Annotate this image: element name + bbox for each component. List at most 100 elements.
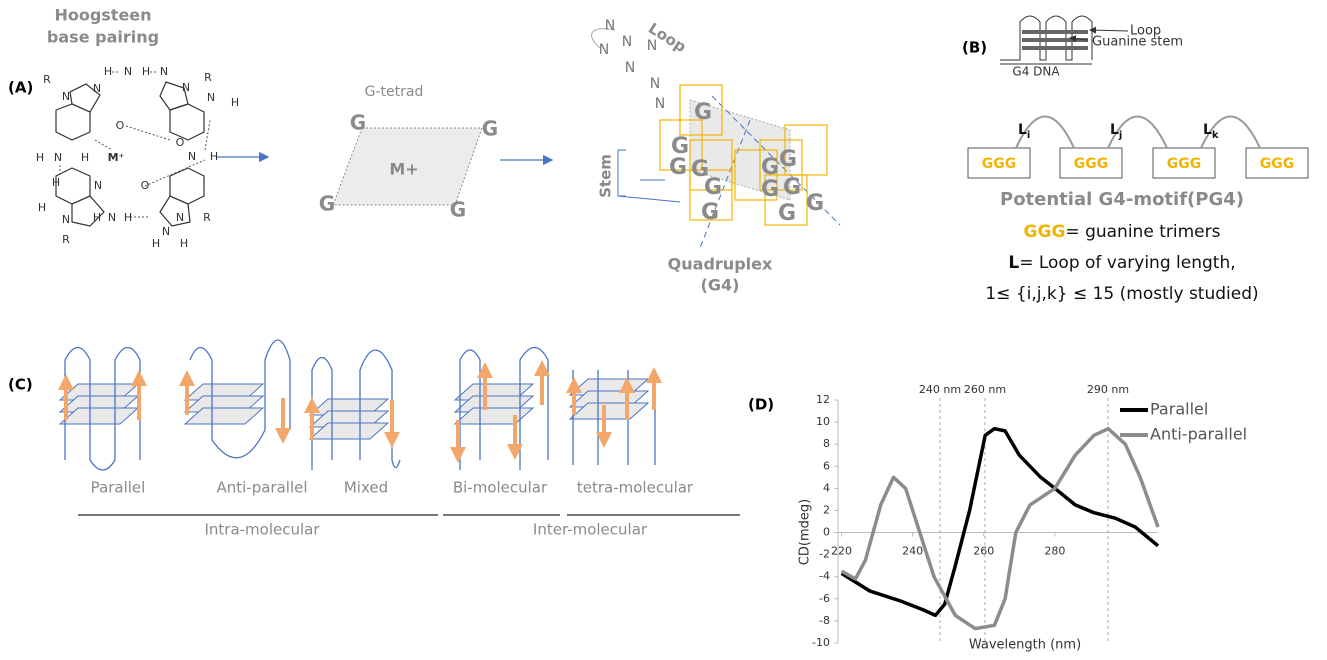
motif-box [1152, 147, 1216, 179]
atom-label: O [141, 179, 150, 192]
group-label: Intra-molecular [204, 521, 320, 539]
atom-label: N [93, 82, 101, 95]
legend-loop: L= Loop of varying length, [1008, 253, 1235, 273]
stem-bar [1022, 30, 1088, 34]
atom-label: H [124, 211, 132, 224]
motif-box [967, 147, 1031, 179]
atom-label: H [104, 65, 112, 78]
atom-label: H [152, 237, 160, 250]
loop-caption: Loop [1130, 24, 1161, 39]
y-tick-label: -6 [819, 592, 830, 605]
guanine-box [689, 139, 733, 191]
atom-label: H [52, 176, 60, 189]
atom-label: M⁺ [108, 151, 125, 164]
stack-guanine: G [783, 175, 801, 200]
strand [1000, 15, 1093, 61]
tetrad-plane [332, 127, 483, 206]
axis-line [711, 95, 841, 226]
atom-label: N [176, 211, 184, 224]
ring [169, 103, 205, 141]
y-tick-label: 12 [816, 393, 830, 406]
stack-guanine: G [806, 191, 824, 216]
ring [159, 195, 191, 227]
guanine-box [734, 149, 778, 201]
atom-label: N [188, 150, 196, 163]
atom-label: O [176, 136, 185, 149]
atom-label: H [180, 237, 188, 250]
atom-label: N [160, 65, 168, 78]
atom-label: H [93, 211, 101, 224]
stem-bar [1022, 46, 1088, 50]
stem-bar [1022, 38, 1088, 42]
stem-label: Stem [597, 154, 615, 198]
y-tick-label: -2 [819, 548, 830, 561]
guanine-box [679, 84, 723, 136]
atom-label: N [62, 90, 70, 103]
ring [69, 83, 101, 113]
panel-label: (C) [8, 376, 33, 394]
tetrad-stack [59, 383, 139, 425]
guanine-box [759, 139, 803, 191]
x-tick-label: 220 [831, 545, 852, 558]
atom-label: N [62, 213, 70, 226]
pointer [1089, 26, 1129, 34]
loop-arc [1107, 115, 1168, 149]
tetrad-title: G-tetrad [365, 84, 424, 100]
range-note: 1≤ {i,j,k} ≤ 15 (mostly studied) [985, 284, 1258, 304]
legend-label: Parallel [1150, 400, 1208, 419]
y-axis-title: CD(mdeg) [798, 499, 813, 565]
atom-label: H [142, 65, 150, 78]
legend-text: = guanine trimers [1065, 222, 1220, 242]
strand [189, 339, 291, 459]
loop-base: N [622, 34, 632, 50]
axis-line [699, 119, 751, 249]
atom-label: N [207, 91, 215, 104]
loop-base: N [647, 38, 657, 54]
topology-label: tetra-molecular [577, 479, 694, 497]
y-tick-label: -8 [819, 614, 830, 627]
loop-index: k [1212, 130, 1219, 141]
loop-letter: L [1110, 122, 1119, 138]
pointer [1069, 35, 1089, 43]
loop-line [591, 28, 616, 49]
legend-label: Anti-parallel [1150, 425, 1247, 444]
stack-guanine: G [704, 175, 722, 200]
topology-label: Bi-molecular [453, 479, 548, 497]
stem-caption: Guanine stem [1092, 35, 1183, 50]
tetrad-guanine: G [450, 198, 466, 222]
loop-letter: L [1203, 122, 1212, 138]
group-label: Inter-molecular [533, 521, 648, 539]
motif-box-label: GGG [1074, 156, 1108, 172]
atom-label: H [36, 151, 44, 164]
x-tick-label: 240 [902, 545, 923, 558]
motif-box [1245, 147, 1309, 179]
loop-arc [1200, 115, 1261, 149]
icon-caption: G4 DNA [1012, 65, 1060, 79]
stack-guanine: G [669, 155, 687, 180]
panel-label: (D) [748, 396, 774, 414]
quadruplex-drawing [591, 28, 841, 249]
guanine-box [659, 119, 703, 171]
atom-label: N [182, 81, 190, 94]
motif-box-label: GGG [1167, 156, 1201, 172]
topology-label: Anti-parallel [216, 479, 307, 497]
stack-guanine: G [694, 100, 712, 125]
atom-label: H [38, 201, 46, 214]
atom-label: N [54, 151, 62, 164]
y-tick-label: 10 [816, 415, 830, 428]
atom-label: N [94, 179, 102, 192]
annotation: 290 nm [1087, 383, 1129, 396]
tetrad-stack [309, 398, 389, 440]
panel-label: (B) [962, 39, 987, 57]
loop-index: i [1027, 130, 1030, 141]
tetrad-stack [454, 383, 534, 425]
strand [311, 349, 401, 470]
atom-label: N [124, 65, 132, 78]
legend-text: = Loop of varying length, [1019, 253, 1235, 273]
legend-key: L [1008, 253, 1019, 273]
loop-label: Li [1018, 122, 1030, 141]
topology-drawings [58, 339, 740, 516]
hoogsteen-title: base pairing [47, 28, 159, 47]
y-tick-label: 4 [823, 481, 830, 494]
atom-label: H [210, 150, 218, 163]
